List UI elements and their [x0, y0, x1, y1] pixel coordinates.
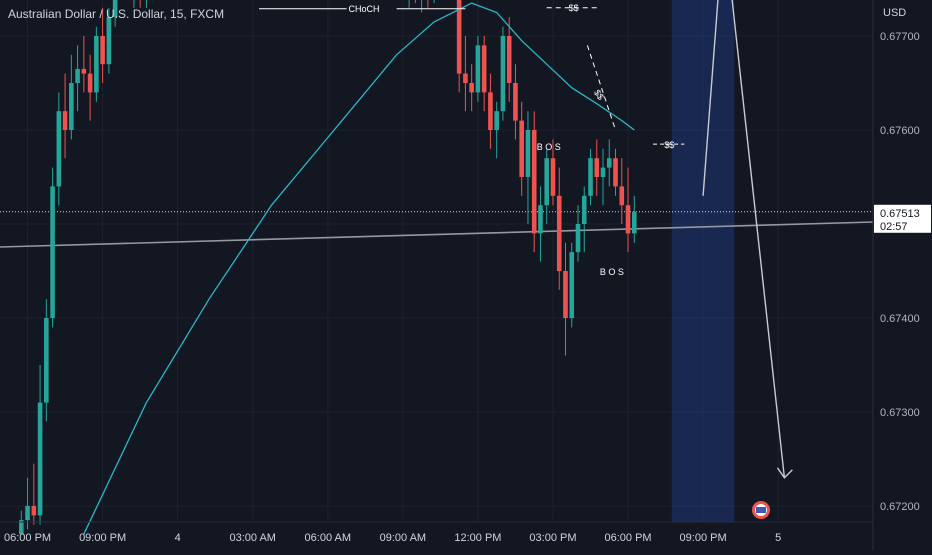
y-tick-label: 0.67600 — [880, 125, 920, 137]
x-tick-label: 09:00 AM — [380, 532, 426, 544]
candle-body — [112, 0, 118, 18]
candle-body — [569, 252, 575, 318]
candle-body — [556, 195, 562, 271]
candle-body — [488, 92, 493, 130]
candle-body — [575, 224, 581, 253]
candle-body — [594, 158, 600, 177]
candle-body — [531, 130, 537, 234]
candle-body — [513, 83, 518, 121]
candle-body — [106, 17, 112, 65]
candle-body — [494, 111, 499, 130]
x-tick-label: 5 — [775, 532, 781, 544]
liquidity-line-2 — [586, 45, 616, 131]
candle-body — [563, 271, 568, 318]
last-price-badge — [874, 204, 931, 233]
candle-body — [588, 158, 593, 196]
last-price-badge-text: 02:57 — [880, 221, 908, 233]
candle-body — [56, 111, 62, 187]
y-tick-label: 0.67400 — [880, 313, 920, 325]
candle-body — [538, 205, 543, 234]
candle-body — [81, 68, 87, 74]
projection-arrow — [702, 0, 786, 478]
candle-body — [506, 36, 512, 83]
choch-label: CHoCH — [349, 4, 380, 14]
candle-body — [600, 167, 606, 177]
x-tick-label: 09:00 PM — [79, 532, 126, 544]
candle-body — [69, 83, 74, 130]
liquidity-label-1: $$ — [569, 3, 579, 13]
candle-body — [463, 73, 468, 83]
candle-body — [94, 36, 99, 93]
x-tick-label: 12:00 PM — [454, 532, 501, 544]
candle-body — [525, 130, 531, 177]
candle-body — [550, 158, 556, 196]
candle-body — [44, 318, 49, 403]
candle-body — [19, 520, 24, 535]
candle-body — [31, 506, 37, 516]
arrow-head — [776, 467, 793, 479]
x-tick-label: 4 — [175, 532, 181, 544]
candle-body — [519, 120, 524, 177]
liquidity-label-3: $$ — [664, 140, 674, 150]
bos-label-2: B O S — [600, 267, 624, 277]
candle-body — [606, 158, 612, 168]
bos-label-1: B O S — [537, 142, 561, 152]
candle-body — [25, 506, 30, 521]
x-tick-label: 09:00 PM — [680, 532, 727, 544]
candle-body — [75, 68, 80, 83]
candle-body — [50, 186, 55, 318]
currency-label: USD — [883, 7, 907, 19]
symbol-title: Australian Dollar / U.S. Dollar, 15, FXC… — [8, 7, 225, 21]
candle-body — [87, 73, 93, 93]
y-tick-label: 0.67700 — [880, 31, 920, 43]
candle-body — [500, 36, 506, 112]
candle-body — [631, 211, 637, 234]
x-tick-label: 03:00 AM — [229, 532, 275, 544]
candle-body — [481, 45, 487, 93]
candle-body — [613, 158, 618, 187]
news-flag-icon-flag — [756, 507, 766, 513]
x-tick-label: 06:00 PM — [604, 532, 651, 544]
candle-body — [625, 205, 631, 234]
y-tick-label: 0.67300 — [880, 407, 920, 419]
liquidity-label-2: $$ — [592, 88, 606, 102]
candle-body — [581, 195, 587, 224]
trend-line — [0, 221, 874, 248]
x-tick-label: 06:00 AM — [305, 532, 351, 544]
candle-body — [456, 0, 462, 74]
moving-average-line — [83, 2, 635, 535]
take-profit-zone — [671, 0, 735, 523]
candle-body — [475, 45, 481, 93]
candle-body — [469, 83, 474, 93]
candle-body — [62, 111, 68, 130]
y-tick-label: 0.67200 — [880, 501, 920, 513]
candle-body — [544, 158, 550, 206]
candle-body — [619, 186, 625, 206]
last-price-badge-text: 0.67513 — [880, 208, 920, 220]
x-tick-label: 06:00 PM — [4, 532, 51, 544]
candle-body — [37, 402, 43, 516]
x-tick-label: 03:00 PM — [529, 532, 576, 544]
candle-body — [100, 36, 105, 65]
